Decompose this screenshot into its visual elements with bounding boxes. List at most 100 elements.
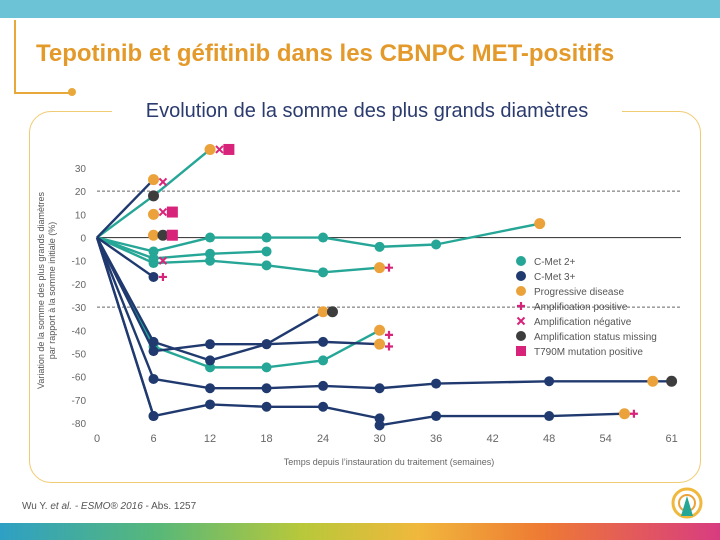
chart-title: Evolution de la somme des plus grands di… [145,100,589,122]
footnote-author: Wu Y. [22,501,51,512]
missing-point [148,190,160,202]
x-tick-label: 61 [665,433,677,445]
y-tick-label: -20 [72,280,87,291]
subtitle-backdrop [112,96,622,126]
legend-swatch [516,331,526,341]
footnote: Wu Y. et al. - ESMO® 2016 - Abs. 1257 [22,501,196,512]
t790m-point [166,229,178,241]
legend-label: T790M mutation positive [534,347,643,358]
t790m-point [223,143,235,155]
y-tick-label: -40 [72,326,87,337]
data-point [261,232,272,243]
series-line [95,237,380,353]
x-tick-label: 12 [204,433,216,445]
data-point [318,232,329,243]
logo-icon [671,487,703,519]
data-point [148,346,159,357]
series-line [95,237,380,420]
missing-point [157,229,169,241]
legend-swatch [516,346,526,356]
legend-label: C-Met 2+ [534,257,576,268]
x-tick-label: 54 [600,433,612,445]
data-point [261,383,272,394]
progressive-point [148,208,160,220]
x-tick-label: 6 [150,433,156,445]
t790m-point [166,206,178,218]
data-point [261,260,272,271]
legend-label: Amplification positive [534,302,628,313]
data-point [148,373,159,384]
amp-positive-mark [158,272,167,281]
y-tick-label: -10 [72,257,87,268]
legend-label: Progressive disease [534,287,624,298]
footnote-source: - ESMO® 2016 [72,501,143,512]
series-line [96,236,267,260]
x-tick-label: 30 [373,433,385,445]
data-point [318,401,329,412]
data-point [318,336,329,347]
amp-negative-mark [158,207,168,217]
progressive-point [534,218,546,230]
data-point [261,339,272,350]
data-point [318,355,329,366]
data-point [205,255,216,266]
bottom-gradient-bar [0,523,720,540]
progressive-point [374,324,386,336]
legend-swatch [516,256,526,266]
footnote-ref: - Abs. 1257 [142,501,197,512]
x-tick-label: 48 [543,433,555,445]
progressive-point [647,375,659,387]
data-point [374,413,385,424]
missing-point [326,306,338,318]
x-tick-label: 42 [486,433,498,445]
data-point [148,246,159,257]
data-point [261,401,272,412]
progressive-point [148,229,160,241]
x-tick-label: 36 [430,433,442,445]
data-point [374,241,385,252]
amp-negative-mark [158,177,168,187]
data-point [544,376,555,387]
data-point [261,246,272,257]
data-point [205,339,216,350]
legend-swatch [517,302,525,310]
data-point [261,362,272,373]
title-accent-line [14,20,16,94]
top-color-bar [0,0,720,18]
amp-negative-mark [158,256,168,265]
series-line [96,236,380,274]
x-tick-label: 24 [317,433,329,445]
data-point [205,232,216,243]
missing-point [666,375,678,387]
data-point [374,420,385,431]
series-line [96,222,540,253]
legend-label: Amplification status missing [534,332,657,343]
y-tick-label: -60 [72,373,87,384]
data-point [544,411,555,422]
data-point [205,399,216,410]
progressive-point [148,174,160,186]
amp-negative-mark [215,145,224,154]
progressive-point [374,338,386,350]
x-tick-label: 0 [94,433,100,445]
series-line [379,412,625,427]
slide-title: Tepotinib et géfitinib dans les CBNPC ME… [36,40,615,67]
series-line [96,236,155,278]
y-tick-label: 30 [75,164,87,175]
amp-positive-mark [629,409,638,418]
amp-positive-mark [385,342,393,351]
x-tick-label: 18 [260,433,272,445]
series-line [96,178,155,239]
data-point [148,411,159,422]
y-tick-label: -70 [72,396,87,407]
data-point [431,239,442,250]
legend-swatch [516,271,526,281]
y-axis-label: par rapport à la somme initiale (%) [47,222,57,360]
title-accent-dot [68,88,76,96]
data-point [205,383,216,394]
series-line [95,237,155,417]
y-tick-label: 10 [75,210,87,221]
data-point [205,355,216,366]
data-point [431,378,442,389]
